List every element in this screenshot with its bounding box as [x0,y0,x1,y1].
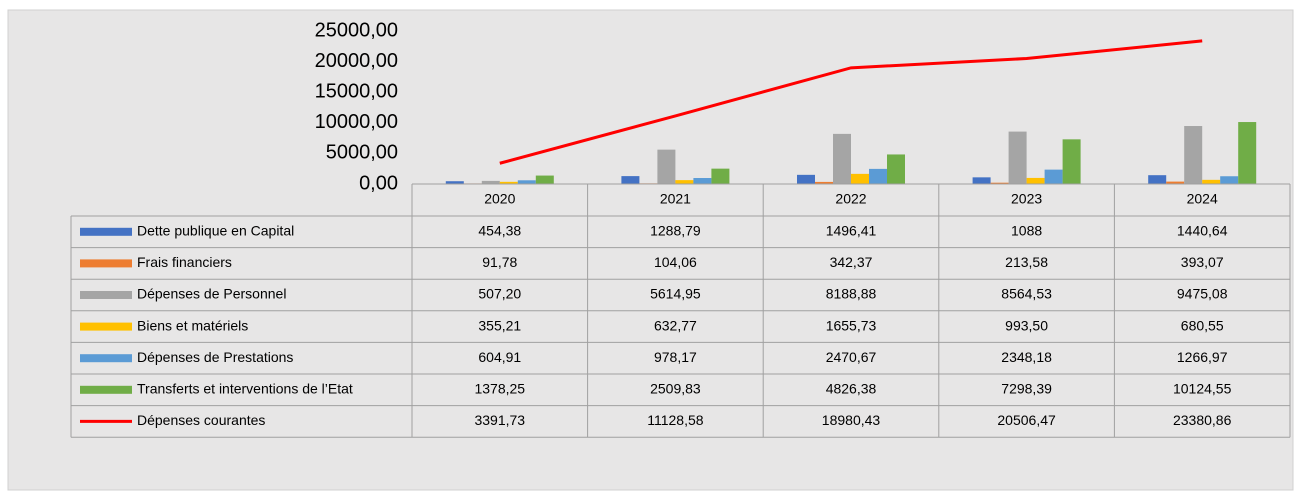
x-tick-label: 2024 [1187,191,1218,207]
data-label: 9475,08 [1177,286,1228,302]
bar [797,174,815,184]
bar [869,168,887,184]
data-label: 2470,67 [826,349,877,365]
bar [1062,139,1081,184]
bar [535,175,554,184]
bar [972,177,991,184]
bar [675,180,694,184]
bar [657,149,676,184]
bar [1008,131,1027,184]
bar [1220,176,1239,184]
legend-key [80,227,132,236]
data-label: 604,91 [478,349,521,365]
data-label: 993,50 [1005,317,1048,333]
data-label: 3391,73 [474,412,525,428]
legend-label: Dépenses courantes [137,412,265,428]
x-tick-label: 2021 [660,191,691,207]
bar [1148,175,1167,184]
bar [1166,181,1185,184]
bar [517,180,536,184]
bar [1184,126,1203,184]
data-label: 2509,83 [650,381,701,397]
data-label: 632,77 [654,317,697,333]
data-label: 23380,86 [1173,412,1232,428]
x-tick-label: 2022 [835,191,866,207]
bar [815,181,833,184]
data-label: 18980,43 [822,412,881,428]
bar [1202,179,1221,184]
data-label: 1266,97 [1177,349,1228,365]
bar [1238,122,1257,184]
y-tick-label: 0,00 [359,172,398,194]
data-label: 1378,25 [474,381,525,397]
y-tick-label: 25000,00 [315,19,398,41]
y-tick-label: 10000,00 [315,111,398,133]
y-tick-label: 5000,00 [326,142,398,164]
data-label: 355,21 [478,317,521,333]
legend-key [80,322,132,331]
line [499,39,1203,165]
y-tick-label: 15000,00 [315,80,398,102]
legend-key [80,385,132,394]
bar [1026,177,1045,184]
legend-key [80,291,132,299]
data-label: 213,58 [1005,254,1048,270]
data-label: 91,78 [482,254,517,270]
x-tick-label: 2020 [484,191,515,207]
data-label: 8188,88 [826,286,877,302]
chart-background [7,9,1294,491]
legend-key [80,354,132,363]
data-label: 680,55 [1181,317,1224,333]
data-label: 5614,95 [650,286,701,302]
data-label: 393,07 [1181,254,1224,270]
data-label: 8564,53 [1001,286,1052,302]
bar [693,178,712,184]
bar [621,176,640,184]
legend-label: Transferts et interventions de l’Etat [137,381,353,397]
data-label: 7298,39 [1001,381,1052,397]
data-label: 1440,64 [1177,223,1228,239]
legend-label: Frais financiers [137,254,232,270]
bar [851,173,869,184]
data-label: 11128,58 [647,412,704,428]
data-label: 978,17 [654,349,697,365]
data-label: 2348,18 [1001,349,1052,365]
data-label: 507,20 [478,286,521,302]
bar [499,181,518,184]
data-label: 1088 [1011,223,1042,239]
legend-label: Dépenses de Personnel [137,286,286,302]
legend-label: Dette publique en Capital [137,223,294,239]
legend-key [80,259,132,268]
data-label: 454,38 [478,223,521,239]
legend-label: Dépenses de Prestations [137,349,293,365]
bar [990,182,1009,184]
data-label: 1288,79 [650,223,701,239]
bar [481,180,500,184]
data-label: 342,37 [830,254,873,270]
bar [445,181,464,184]
bar [887,154,905,184]
bar [1044,169,1063,184]
data-label: 20506,47 [997,412,1056,428]
data-label: 4826,38 [826,381,877,397]
bar [711,168,730,184]
bar [833,133,851,184]
x-tick-label: 2023 [1011,191,1042,207]
data-label: 104,06 [654,254,697,270]
y-tick-label: 20000,00 [315,50,398,72]
data-label: 1496,41 [826,223,877,239]
legend-label: Biens et matériels [137,317,248,333]
data-label: 1655,73 [826,317,877,333]
data-label: 10124,55 [1173,381,1232,397]
